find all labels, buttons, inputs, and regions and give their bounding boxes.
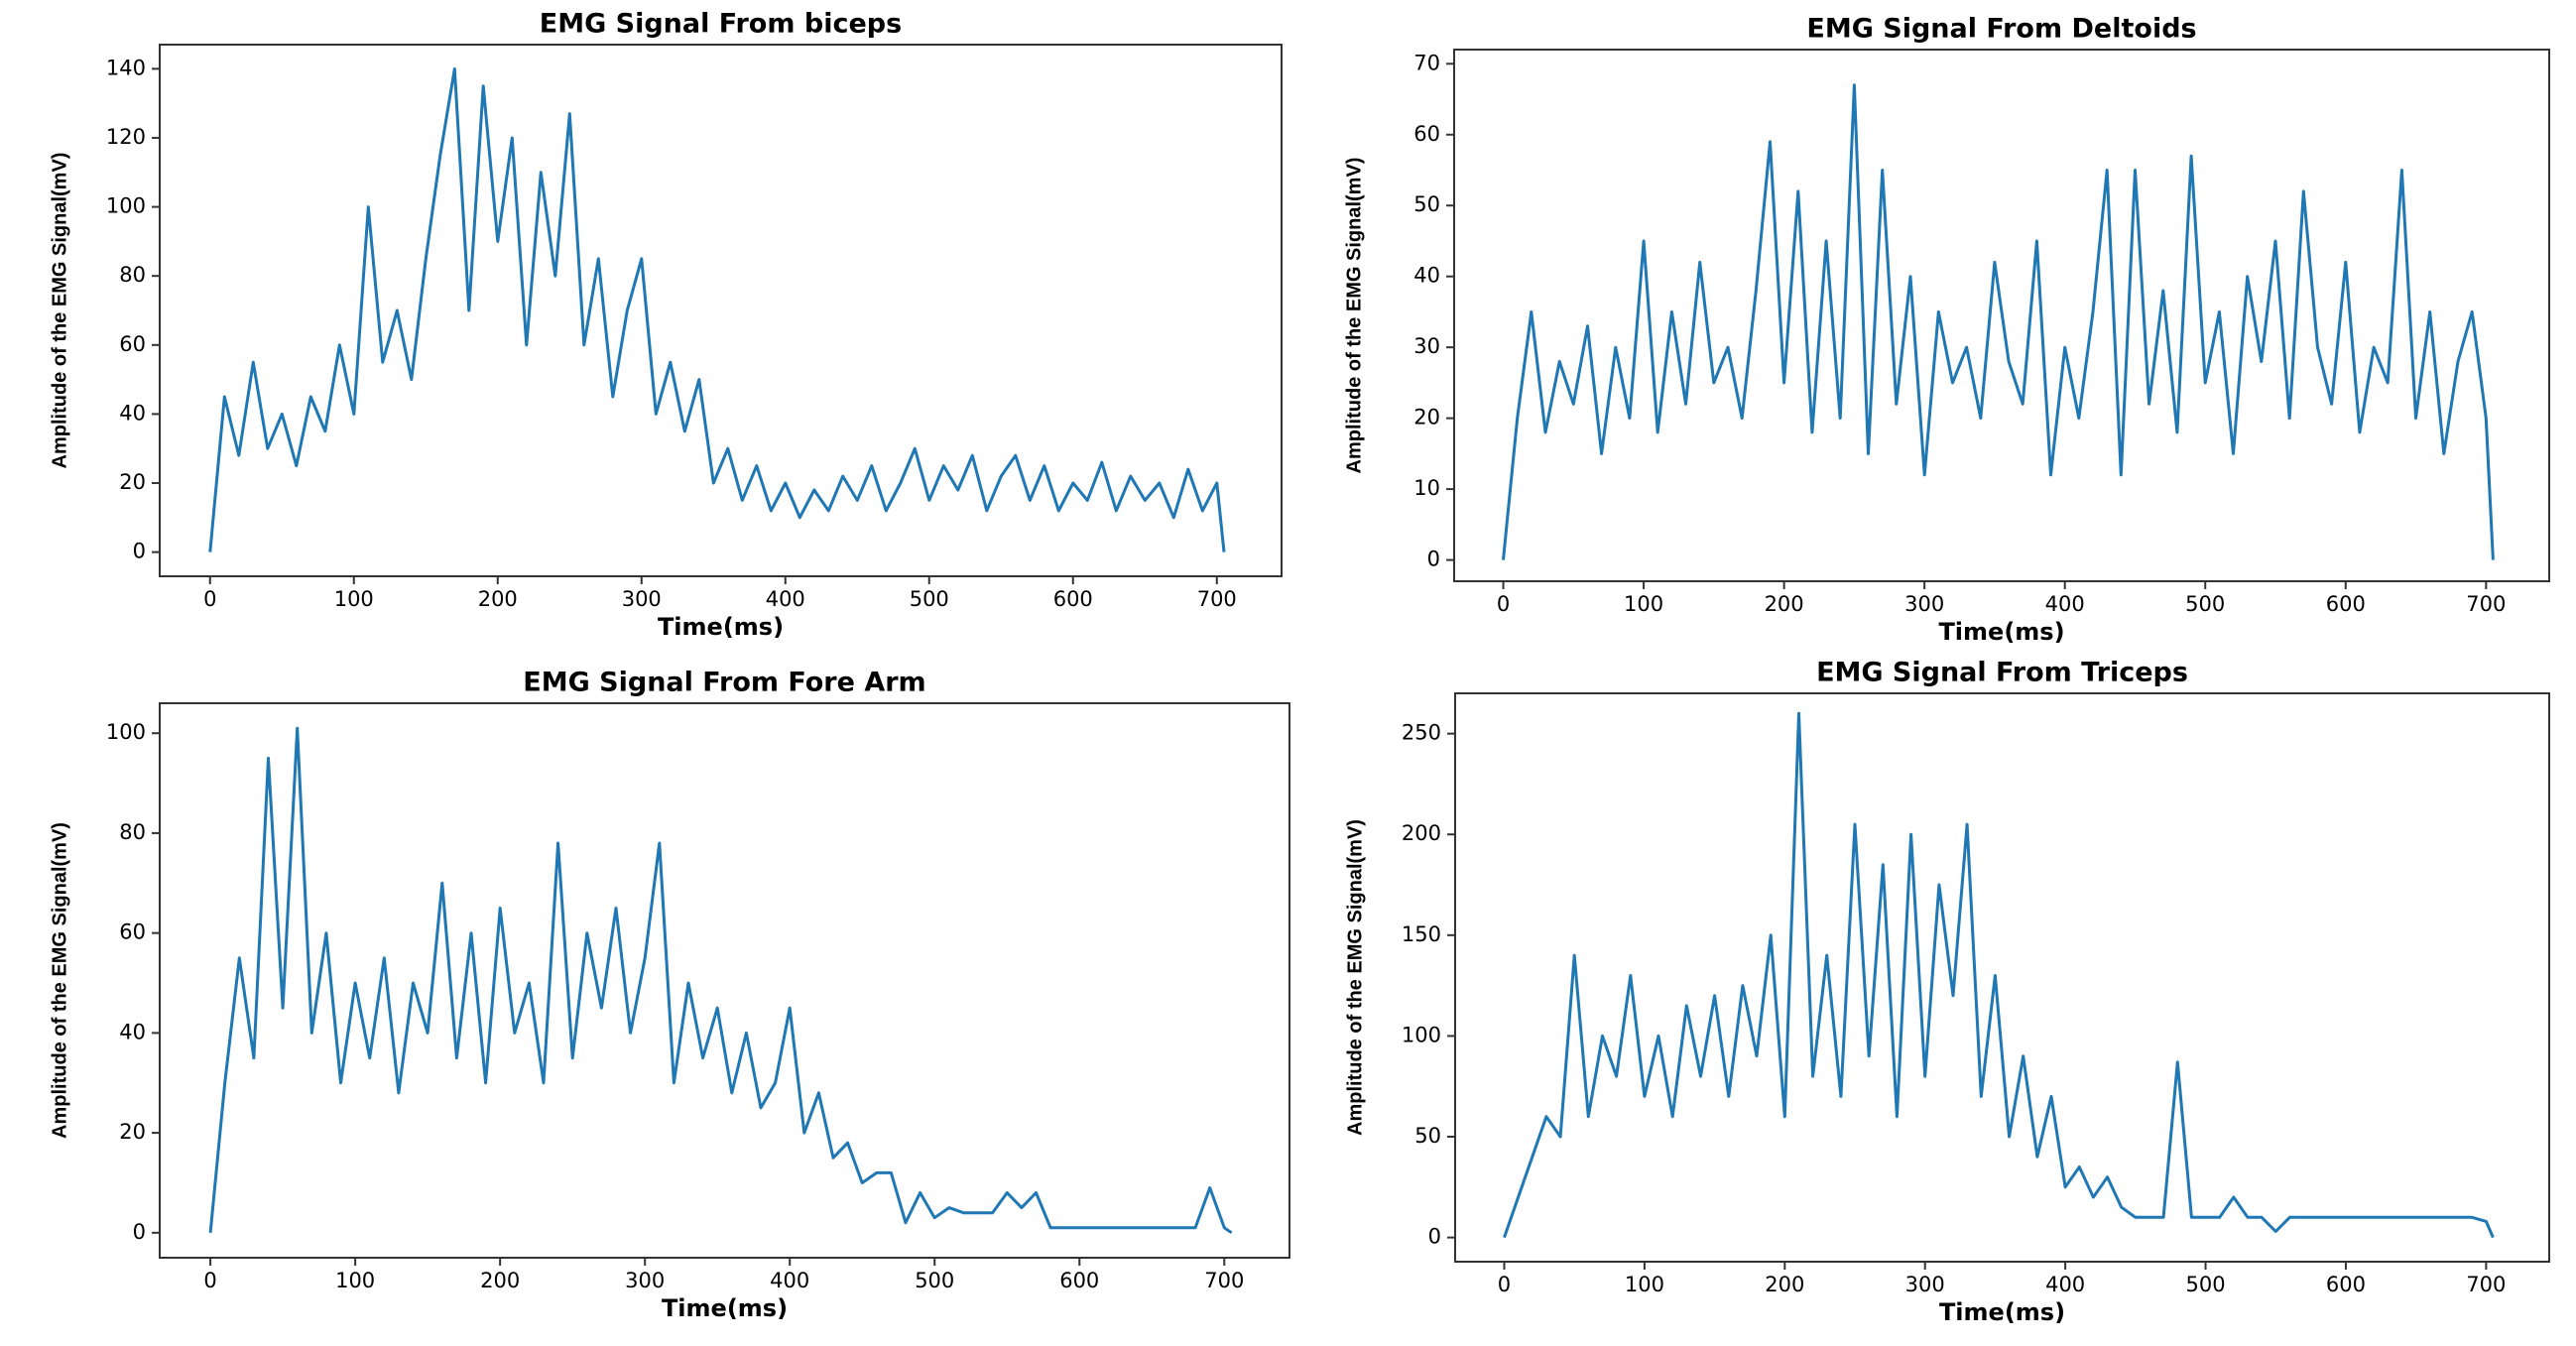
x-tick-label: 0: [203, 1269, 216, 1292]
y-tick-label: 20: [1413, 406, 1440, 429]
y-tick-label: 80: [119, 263, 146, 287]
x-tick-label: 700: [1204, 1269, 1244, 1292]
x-tick-label: 400: [770, 1269, 809, 1292]
x-tick-label: 700: [2466, 592, 2506, 616]
y-tick-label: 20: [119, 470, 146, 494]
plot-frame: [159, 702, 1290, 1259]
x-tick-label: 200: [1765, 592, 1804, 616]
y-tick-label: 0: [133, 540, 146, 563]
x-axis-label: Time(ms): [1939, 1298, 2065, 1326]
x-tick-label: 500: [915, 1269, 954, 1292]
plot-frame: [1454, 692, 2550, 1263]
x-tick-label: 0: [1498, 1273, 1511, 1296]
panel: EMG Signal From biceps Time(ms) Amplitude …: [49, 9, 1283, 641]
y-tick-label: 50: [1414, 1124, 1441, 1148]
y-tick-label: 140: [106, 56, 146, 79]
x-tick-label: 300: [625, 1269, 665, 1292]
y-tick-label: 60: [1413, 122, 1440, 146]
y-tick-label: 30: [1413, 334, 1440, 358]
x-tick-label: 400: [766, 587, 805, 611]
y-tick-label: 250: [1402, 721, 1441, 745]
y-axis-label: Amplitude of the EMG Signal(mV): [49, 153, 70, 469]
x-tick-label: 600: [1053, 587, 1093, 611]
y-tick-label: 150: [1402, 922, 1441, 946]
x-tick-label: 300: [1905, 1273, 1945, 1296]
x-tick-label: 100: [1624, 592, 1663, 616]
plot-frame: [159, 44, 1283, 577]
y-tick-label: 80: [119, 820, 146, 844]
y-tick-label: 200: [1402, 821, 1441, 845]
x-tick-label: 600: [2326, 1273, 2366, 1296]
y-tick-label: 40: [119, 401, 146, 425]
x-tick-label: 600: [2326, 592, 2366, 616]
signal-line: [208, 726, 1233, 1235]
signal-line: [1503, 711, 2495, 1239]
x-tick-label: 500: [910, 587, 949, 611]
chart-title: EMG Signal From biceps: [540, 9, 902, 40]
y-tick-label: 100: [1402, 1023, 1441, 1046]
signal-line: [208, 66, 1226, 552]
x-tick-label: 100: [334, 587, 374, 611]
y-tick-label: 100: [106, 194, 146, 218]
plot-frame: [1453, 49, 2550, 582]
x-tick-label: 700: [2466, 1273, 2506, 1296]
panel: EMG Signal From Deltoids Time(ms) Amplitud…: [1343, 14, 2550, 646]
chart-title: EMG Signal From Deltoids: [1806, 14, 2196, 45]
y-tick-label: 20: [119, 1120, 146, 1144]
x-tick-label: 500: [2185, 1273, 2225, 1296]
x-tick-label: 400: [2045, 592, 2085, 616]
y-tick-label: 0: [1428, 1225, 1441, 1249]
x-tick-label: 0: [203, 587, 216, 611]
y-tick-label: 50: [1413, 192, 1440, 216]
y-tick-label: 0: [1427, 548, 1440, 571]
x-axis-label: Time(ms): [662, 1294, 788, 1322]
y-tick-label: 70: [1413, 51, 1440, 74]
x-tick-label: 200: [480, 1269, 520, 1292]
x-tick-label: 500: [2185, 592, 2225, 616]
y-tick-label: 10: [1413, 476, 1440, 500]
y-tick-label: 120: [106, 125, 146, 149]
y-tick-label: 40: [1413, 264, 1440, 288]
panel: EMG Signal From Triceps Time(ms) Amplitude…: [1344, 658, 2550, 1326]
y-tick-label: 60: [119, 332, 146, 356]
y-tick-label: 60: [119, 920, 146, 944]
chart-title: EMG Signal From Triceps: [1816, 658, 2188, 688]
x-tick-label: 200: [1765, 1273, 1804, 1296]
x-tick-label: 300: [1904, 592, 1944, 616]
x-tick-label: 600: [1059, 1269, 1099, 1292]
x-axis-label: Time(ms): [658, 613, 784, 641]
chart-title: EMG Signal From Fore Arm: [523, 668, 925, 698]
y-tick-label: 100: [106, 720, 146, 744]
x-tick-label: 0: [1497, 592, 1510, 616]
x-tick-label: 700: [1197, 587, 1237, 611]
signal-line: [1502, 83, 2495, 560]
x-tick-label: 200: [478, 587, 518, 611]
x-axis-label: Time(ms): [1938, 618, 2064, 646]
y-axis-label: Amplitude of the EMG Signal(mV): [1343, 158, 1365, 474]
y-tick-label: 40: [119, 1020, 146, 1043]
y-axis-label: Amplitude of the EMG Signal(mV): [49, 822, 70, 1139]
x-tick-label: 100: [335, 1269, 375, 1292]
panel: EMG Signal From Fore Arm Time(ms) Amplitud…: [49, 668, 1290, 1322]
x-tick-label: 300: [622, 587, 662, 611]
y-axis-label: Amplitude of the EMG Signal(mV): [1344, 819, 1366, 1136]
x-tick-label: 400: [2045, 1273, 2085, 1296]
x-tick-label: 100: [1625, 1273, 1664, 1296]
y-tick-label: 0: [133, 1220, 146, 1244]
